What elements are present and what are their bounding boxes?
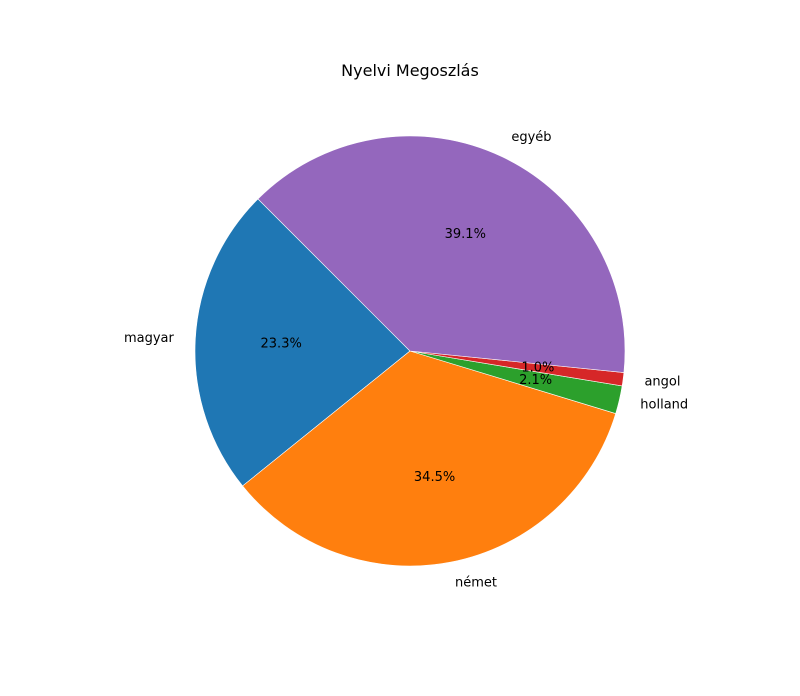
slice-label-német: német <box>455 576 497 591</box>
chart-title: Nyelvi Megoszlás <box>341 61 479 80</box>
percent-label-német: 34.5% <box>414 470 455 485</box>
slice-label-egyéb: egyéb <box>511 130 551 145</box>
pie-slice-egyéb <box>257 135 626 373</box>
pie-slice-magyar <box>194 198 411 487</box>
pie-slices <box>194 135 626 567</box>
percent-label-holland: 2.1% <box>519 373 552 388</box>
pie-labels: magyar 23.3% német 34.5% holland 2.1% angol 1.0… <box>124 130 688 591</box>
pie-slice-német <box>242 350 617 567</box>
percent-label-angol: 1.0% <box>521 360 554 375</box>
percent-label-egyéb: 39.1% <box>445 227 486 242</box>
slice-label-magyar: magyar <box>124 331 175 346</box>
slice-label-holland: holland <box>640 397 688 412</box>
percent-label-magyar: 23.3% <box>261 337 302 352</box>
slice-label-angol: angol <box>644 375 680 390</box>
